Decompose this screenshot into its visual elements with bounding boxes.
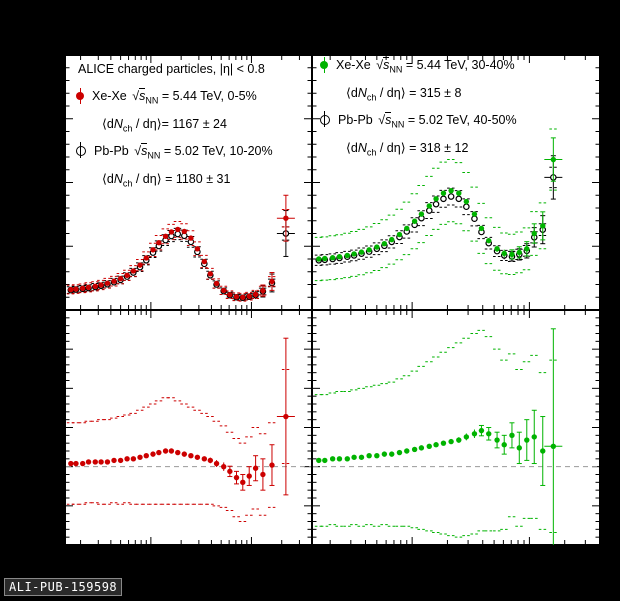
legend-top-left: ALICE charged particles, |η| < 0.8 Xe-Xe… <box>76 62 273 199</box>
legend-entry-dnch-xexe-mid: ⟨dNch / dη⟩ = 315 ± 8 <box>346 86 462 103</box>
legend-entry-dnch-xexe: ⟨dNch / dη⟩= 1167 ± 24 <box>102 117 227 134</box>
legend-entry-xexe-30-40: Xe-Xe √sNN = 5.44 TeV, 30-40% <box>320 57 517 74</box>
pbpb-open-marker-icon <box>320 111 330 127</box>
legend-entry-pbpb-10-20: Pb-Pb √sNN = 5.02 TeV, 10-20% <box>76 142 273 160</box>
panel-bottom-left-ratio-chart <box>65 310 312 545</box>
legend-entry-dnch-pbpb: ⟨dNch / dη⟩ = 1180 ± 31 <box>102 172 231 189</box>
legend-entry-xexe-0-5: Xe-Xe √sNN = 5.44 TeV, 0-5% <box>76 88 273 105</box>
panel-top-left-chart <box>65 55 312 310</box>
xexe-red-marker-icon <box>76 88 84 104</box>
legend-top-right: Xe-Xe √sNN = 5.44 TeV, 30-40% ⟨dNch / dη… <box>320 57 517 168</box>
legend-entry-dnch-pbpb-mid: ⟨dNch / dη⟩ = 318 ± 12 <box>346 141 469 158</box>
xexe-green-marker-icon <box>320 57 328 73</box>
legend-title: ALICE charged particles, |η| < 0.8 <box>78 62 265 76</box>
panel-bottom-right-ratio-chart <box>312 310 600 545</box>
legend-entry-pbpb-40-50: Pb-Pb √sNN = 5.02 TeV, 40-50% <box>320 111 517 129</box>
pbpb-open-marker-icon <box>76 142 86 158</box>
figure-id-label: ALI-PUB-159598 <box>4 578 123 596</box>
panel-top-right-chart <box>312 55 600 310</box>
